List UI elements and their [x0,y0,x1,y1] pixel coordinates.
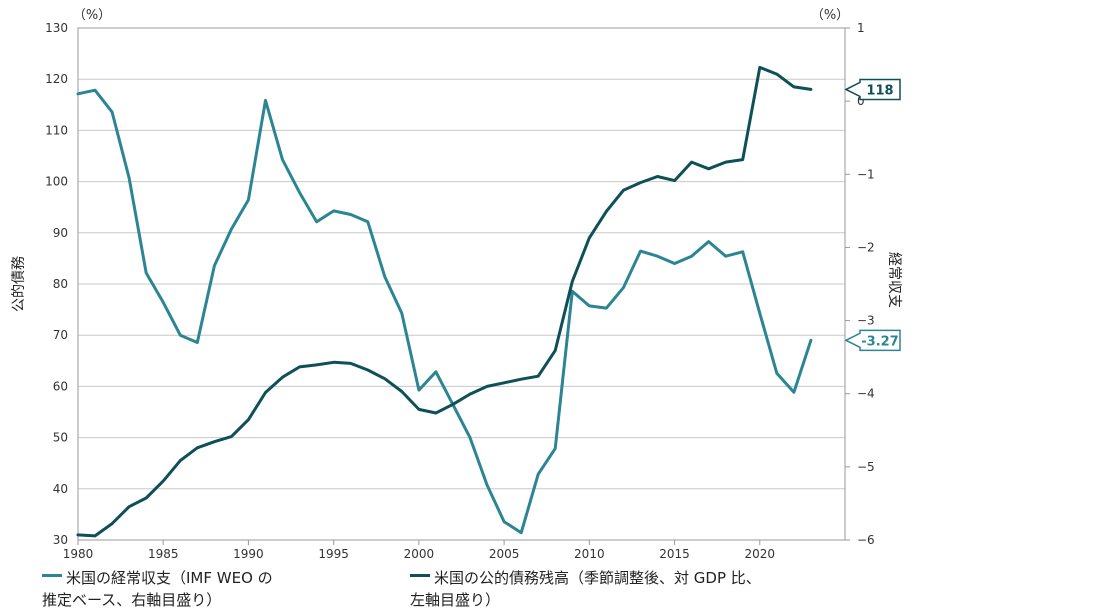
legend-public-debt-line2: 左軸目盛り） [410,591,501,609]
end-label-public-debt: 118 [844,78,901,101]
y-right-tick-label: 1 [857,21,865,35]
y-right-unit: （%） [811,8,849,23]
y-right-tick-label: −1 [857,167,875,181]
end-label-text: -3.27 [861,334,898,349]
legend-swatch-current-account [42,574,62,577]
y-left-tick-label: 130 [45,21,68,35]
y-left-tick-label: 70 [53,328,68,342]
series-layer [76,65,813,538]
y-left-tick-label: 110 [45,123,68,137]
x-tick-label: 1995 [318,547,349,561]
plot-frame [77,27,846,541]
y-right-tick-label: −2 [857,240,875,254]
y-left-tick-label: 40 [53,482,68,496]
series-line-current-account [76,88,813,535]
x-tick-label: 2020 [745,547,776,561]
legend-current-account-line2: 推定ベース、右軸目盛り） [42,591,222,609]
y-right-tick-label: −6 [857,533,875,547]
y-left-tick-label: 90 [53,226,68,240]
y-left-tick-label: 30 [53,533,68,547]
y-left-tick-label: 120 [45,72,68,86]
x-tick-label: 1990 [233,547,264,561]
y-left-tick-label: 50 [53,431,68,445]
grid [78,78,845,490]
series-line-public-debt [76,65,813,538]
x-tick-label: 2000 [404,547,435,561]
x-tick-label: 1980 [63,547,94,561]
x-tick-label: 1985 [148,547,179,561]
y-left-tick-label: 100 [45,175,68,189]
y-left-tick-label: 60 [53,379,68,393]
x-tick-label: 2005 [489,547,520,561]
end-label-box [844,329,901,352]
x-tick-label: 2010 [574,547,605,561]
axes: 30405060708090100110120130−6−5−4−3−2−101… [11,8,902,561]
y-right-tick-label: 0 [857,94,865,108]
y-left-tick-label: 80 [53,277,68,291]
end-labels: -3.27 118 [844,78,901,352]
y-right-title: 経常収支 [886,252,902,308]
y-right-tick-label: −4 [857,387,875,401]
legend-current-account-line1: 米国の経常収支（IMF WEO の [66,569,273,587]
end-label-text: 118 [866,83,893,98]
legend-current-account: 米国の経常収支（IMF WEO の 推定ベース、右軸目盛り） [42,567,273,611]
y-right-tick-label: −5 [857,460,875,474]
y-right-tick-label: −3 [857,314,875,328]
legend-public-debt: 米国の公的債務残高（季節調整後、対 GDP 比、 左軸目盛り） [410,567,761,611]
legend-public-debt-line1: 米国の公的債務残高（季節調整後、対 GDP 比、 [434,569,761,587]
legend-swatch-public-debt [410,574,430,577]
y-left-unit: （%） [73,8,111,23]
end-label-current-account: -3.27 [844,329,901,352]
end-label-box [844,78,901,101]
y-left-title: 公的債務 [11,256,27,312]
x-tick-label: 2015 [659,547,690,561]
